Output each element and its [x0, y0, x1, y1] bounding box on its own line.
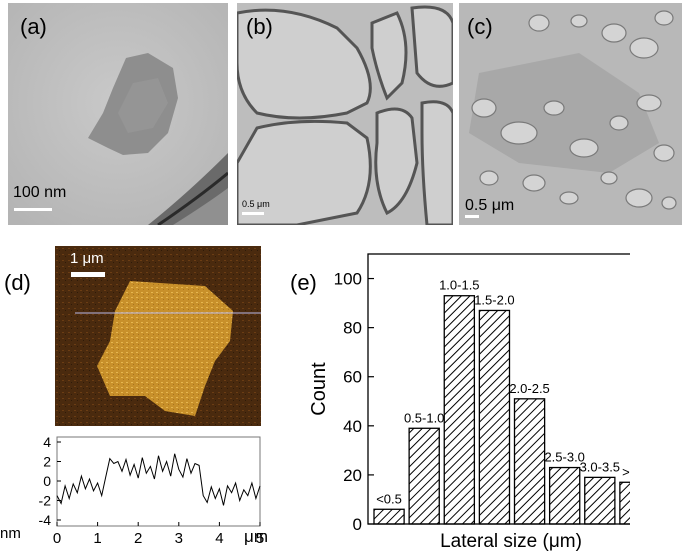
profile-x-tick-label: 3 — [175, 530, 183, 547]
scale-bar-label-c: 0.5 μm — [465, 197, 515, 214]
histogram-frame — [367, 253, 630, 525]
histogram-chart: <0.5 0.5-1.0 1.0-1.51.5-2.0 2.0-2.5 2.5-3.03… — [308, 253, 630, 552]
histogram-bar — [548, 466, 581, 525]
profile-x-tick-label: 1 — [93, 530, 101, 547]
tem-image-a-graphic — [8, 3, 228, 225]
profile-y-tick-label: -2 — [39, 493, 52, 509]
profile-y-tick-label: 4 — [43, 434, 51, 450]
profile-frame — [56, 436, 261, 527]
profile-y-tick-label: -4 — [39, 512, 52, 528]
scale-bar-label-b: 0.5 μm — [242, 199, 270, 209]
profile-x-tick-label: 2 — [134, 530, 142, 547]
histogram-bar-label: 0.5-1.0 — [404, 410, 444, 425]
histogram-bar-label: 1.0-1.5 — [439, 278, 479, 293]
panel-label-c: (c) — [467, 14, 493, 39]
histogram-bar-label: >3.5 — [622, 464, 630, 479]
histogram-bar — [584, 476, 616, 525]
scale-bar-label-a: 100 nm — [13, 184, 67, 201]
profile-x-unit: μm — [244, 527, 268, 546]
histogram-bar — [408, 427, 440, 525]
histogram-bar — [478, 309, 511, 525]
histogram-y-label: Count — [308, 362, 330, 416]
histogram-y-tick-label: 20 — [343, 466, 362, 485]
histogram-y-tick-label: 80 — [343, 319, 362, 338]
histogram-bar-label: 2.0-2.5 — [509, 381, 549, 396]
tem-image-b-graphic — [237, 3, 453, 225]
histogram-y-tick-label: 60 — [343, 368, 362, 387]
scale-bar-label-d: 1 μm — [70, 250, 104, 267]
profile-x-tick-label: 5 — [256, 530, 264, 547]
profile-y-unit: nm — [0, 525, 21, 542]
histogram-bar-label: 1.5-2.0 — [474, 292, 514, 307]
histogram-bar — [373, 508, 405, 525]
panel-label-b: (b) — [246, 14, 273, 39]
histogram-bar-label: 2.5-3.0 — [544, 450, 584, 465]
histogram-bar — [513, 398, 546, 525]
tem-image-a — [8, 3, 228, 225]
histogram-y-tick-label: 40 — [343, 417, 362, 436]
afm-image-graphic — [55, 246, 261, 426]
tem-image-c-graphic — [459, 3, 682, 225]
panel-label-e: (e) — [290, 270, 317, 295]
afm-image — [55, 246, 261, 426]
histogram-y-tick-label: 0 — [353, 515, 362, 534]
panel-label-d: (d) — [4, 270, 31, 295]
histogram-x-label: Lateral size (μm) — [440, 531, 582, 552]
tem-image-c — [459, 3, 682, 225]
histogram-bar — [619, 481, 630, 525]
profile-x-tick-label: 4 — [215, 530, 223, 547]
profile-series-line — [56, 453, 261, 506]
histogram-y-tick-label: 100 — [334, 270, 362, 289]
profile-y-tick-label: 2 — [43, 454, 51, 470]
profile-x-tick-label: 0 — [53, 530, 61, 547]
height-profile-chart: 4 2 0 -2 -4 0 1 2 3 4 5 nm μm — [0, 434, 268, 547]
tem-image-b — [237, 3, 453, 225]
histogram-bar — [443, 295, 476, 525]
panel-label-a: (a) — [20, 14, 47, 39]
histogram-bar-label: 3.0-3.5 — [580, 459, 620, 474]
histogram-bar-label: <0.5 — [376, 491, 402, 506]
profile-y-tick-label: 0 — [43, 473, 51, 489]
